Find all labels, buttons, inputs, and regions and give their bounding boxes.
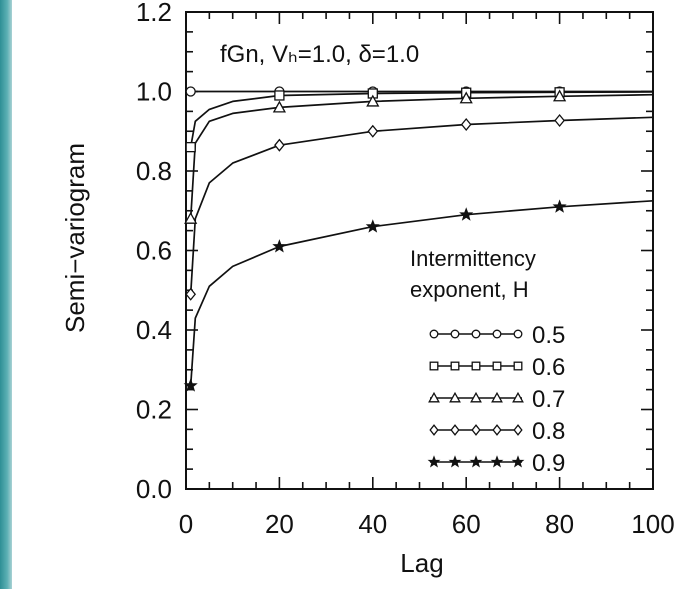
- legend-title-line-1: Intermittency: [410, 246, 536, 271]
- legend-marker-H-0.9: [448, 455, 462, 468]
- data-point-H-0.7: [184, 211, 198, 224]
- legend-marker-H-0.7: [470, 391, 482, 403]
- x-tick-label: 100: [631, 509, 674, 539]
- legend-label-H-0.5: 0.5: [532, 322, 565, 349]
- data-point-H-0.7: [366, 94, 380, 107]
- y-axis-label: Semi−variogram: [60, 143, 90, 333]
- legend-marker-H-0.7: [512, 391, 524, 403]
- x-axis-label: Lag: [400, 548, 443, 578]
- legend-marker-H-0.6: [450, 361, 460, 371]
- data-point-H-0.8: [274, 138, 285, 152]
- legend-marker-H-0.7: [449, 391, 461, 403]
- data-point-H-0.7: [272, 100, 286, 113]
- data-point-H-0.7: [459, 91, 473, 104]
- data-point-H-0.9: [183, 378, 198, 392]
- legend-marker-H-0.9: [427, 455, 441, 468]
- legend-label-H-0.7: 0.7: [532, 386, 565, 413]
- data-point-H-0.8: [367, 124, 379, 138]
- legend-marker-H-0.7: [428, 391, 440, 403]
- x-tick-label: 40: [358, 509, 387, 539]
- legend-marker-H-0.5: [492, 329, 502, 339]
- data-point-H-0.9: [459, 207, 474, 221]
- chart-title: fGn, Vₕ=1.0, δ=1.0: [220, 41, 419, 68]
- data-point-H-0.9: [552, 199, 567, 213]
- legend-marker-H-0.9: [511, 455, 525, 468]
- legend-title-line-2: exponent, H: [410, 277, 529, 302]
- data-point-H-0.9: [272, 239, 287, 253]
- x-tick-label: 0: [179, 509, 193, 539]
- data-point-H-0.5: [185, 86, 196, 97]
- legend-marker-H-0.6: [429, 361, 439, 371]
- y-tick-label: 0.4: [136, 315, 172, 345]
- y-tick-label: 1.2: [136, 0, 172, 27]
- data-point-H-0.7: [553, 89, 567, 102]
- y-tick-label: 0.2: [136, 395, 172, 425]
- legend-marker-H-0.8: [450, 424, 460, 436]
- semivariogram-chart: 0 20 40 60 80 100 0.0 0.2 0.4 0.6 0.8 1.0 1.2 0.5 0.6…: [60, 0, 675, 578]
- side-accent-bar: [0, 0, 12, 589]
- legend-marker-H-0.6: [492, 361, 502, 371]
- data-point-H-0.9: [365, 219, 380, 233]
- legend-marker-H-0.9: [469, 455, 483, 468]
- legend-marker-H-0.8: [513, 424, 523, 436]
- legend-marker-H-0.5: [429, 329, 439, 339]
- legend-marker-H-0.8: [471, 424, 481, 436]
- legend-marker-H-0.6: [513, 361, 523, 371]
- data-point-H-0.8: [460, 117, 472, 132]
- data-point-H-0.8: [554, 113, 565, 128]
- legend-marker-H-0.7: [491, 391, 503, 403]
- legend-marker-H-0.5: [471, 329, 481, 339]
- x-tick-label: 60: [452, 509, 481, 539]
- y-tick-label: 0.8: [136, 156, 172, 186]
- series-line-H-0.7: [189, 93, 654, 219]
- legend-label-H-0.8: 0.8: [532, 418, 565, 445]
- legend-marker-H-0.8: [492, 424, 502, 436]
- legend-marker-H-0.5: [450, 329, 460, 339]
- x-tick-label: 20: [265, 509, 294, 539]
- legend-marker-H-0.5: [513, 329, 523, 339]
- data-point-H-0.6: [274, 90, 285, 101]
- data-point-H-0.6: [185, 141, 196, 153]
- legend-marker-H-0.8: [429, 424, 439, 436]
- legend-label-H-0.9: 0.9: [532, 450, 565, 477]
- chart-figure: 0 20 40 60 80 100 0.0 0.2 0.4 0.6 0.8 1.0 1.2 0.5 0.6…: [12, 0, 679, 589]
- data-point-H-0.8: [185, 287, 197, 301]
- legend-marker-H-0.9: [490, 455, 504, 468]
- y-tick-label: 0.0: [136, 474, 172, 504]
- y-tick-label: 1.0: [136, 77, 172, 107]
- legend-label-H-0.6: 0.6: [532, 354, 565, 381]
- legend-marker-H-0.6: [471, 361, 481, 371]
- y-tick-label: 0.6: [136, 236, 172, 266]
- x-tick-label: 80: [545, 509, 574, 539]
